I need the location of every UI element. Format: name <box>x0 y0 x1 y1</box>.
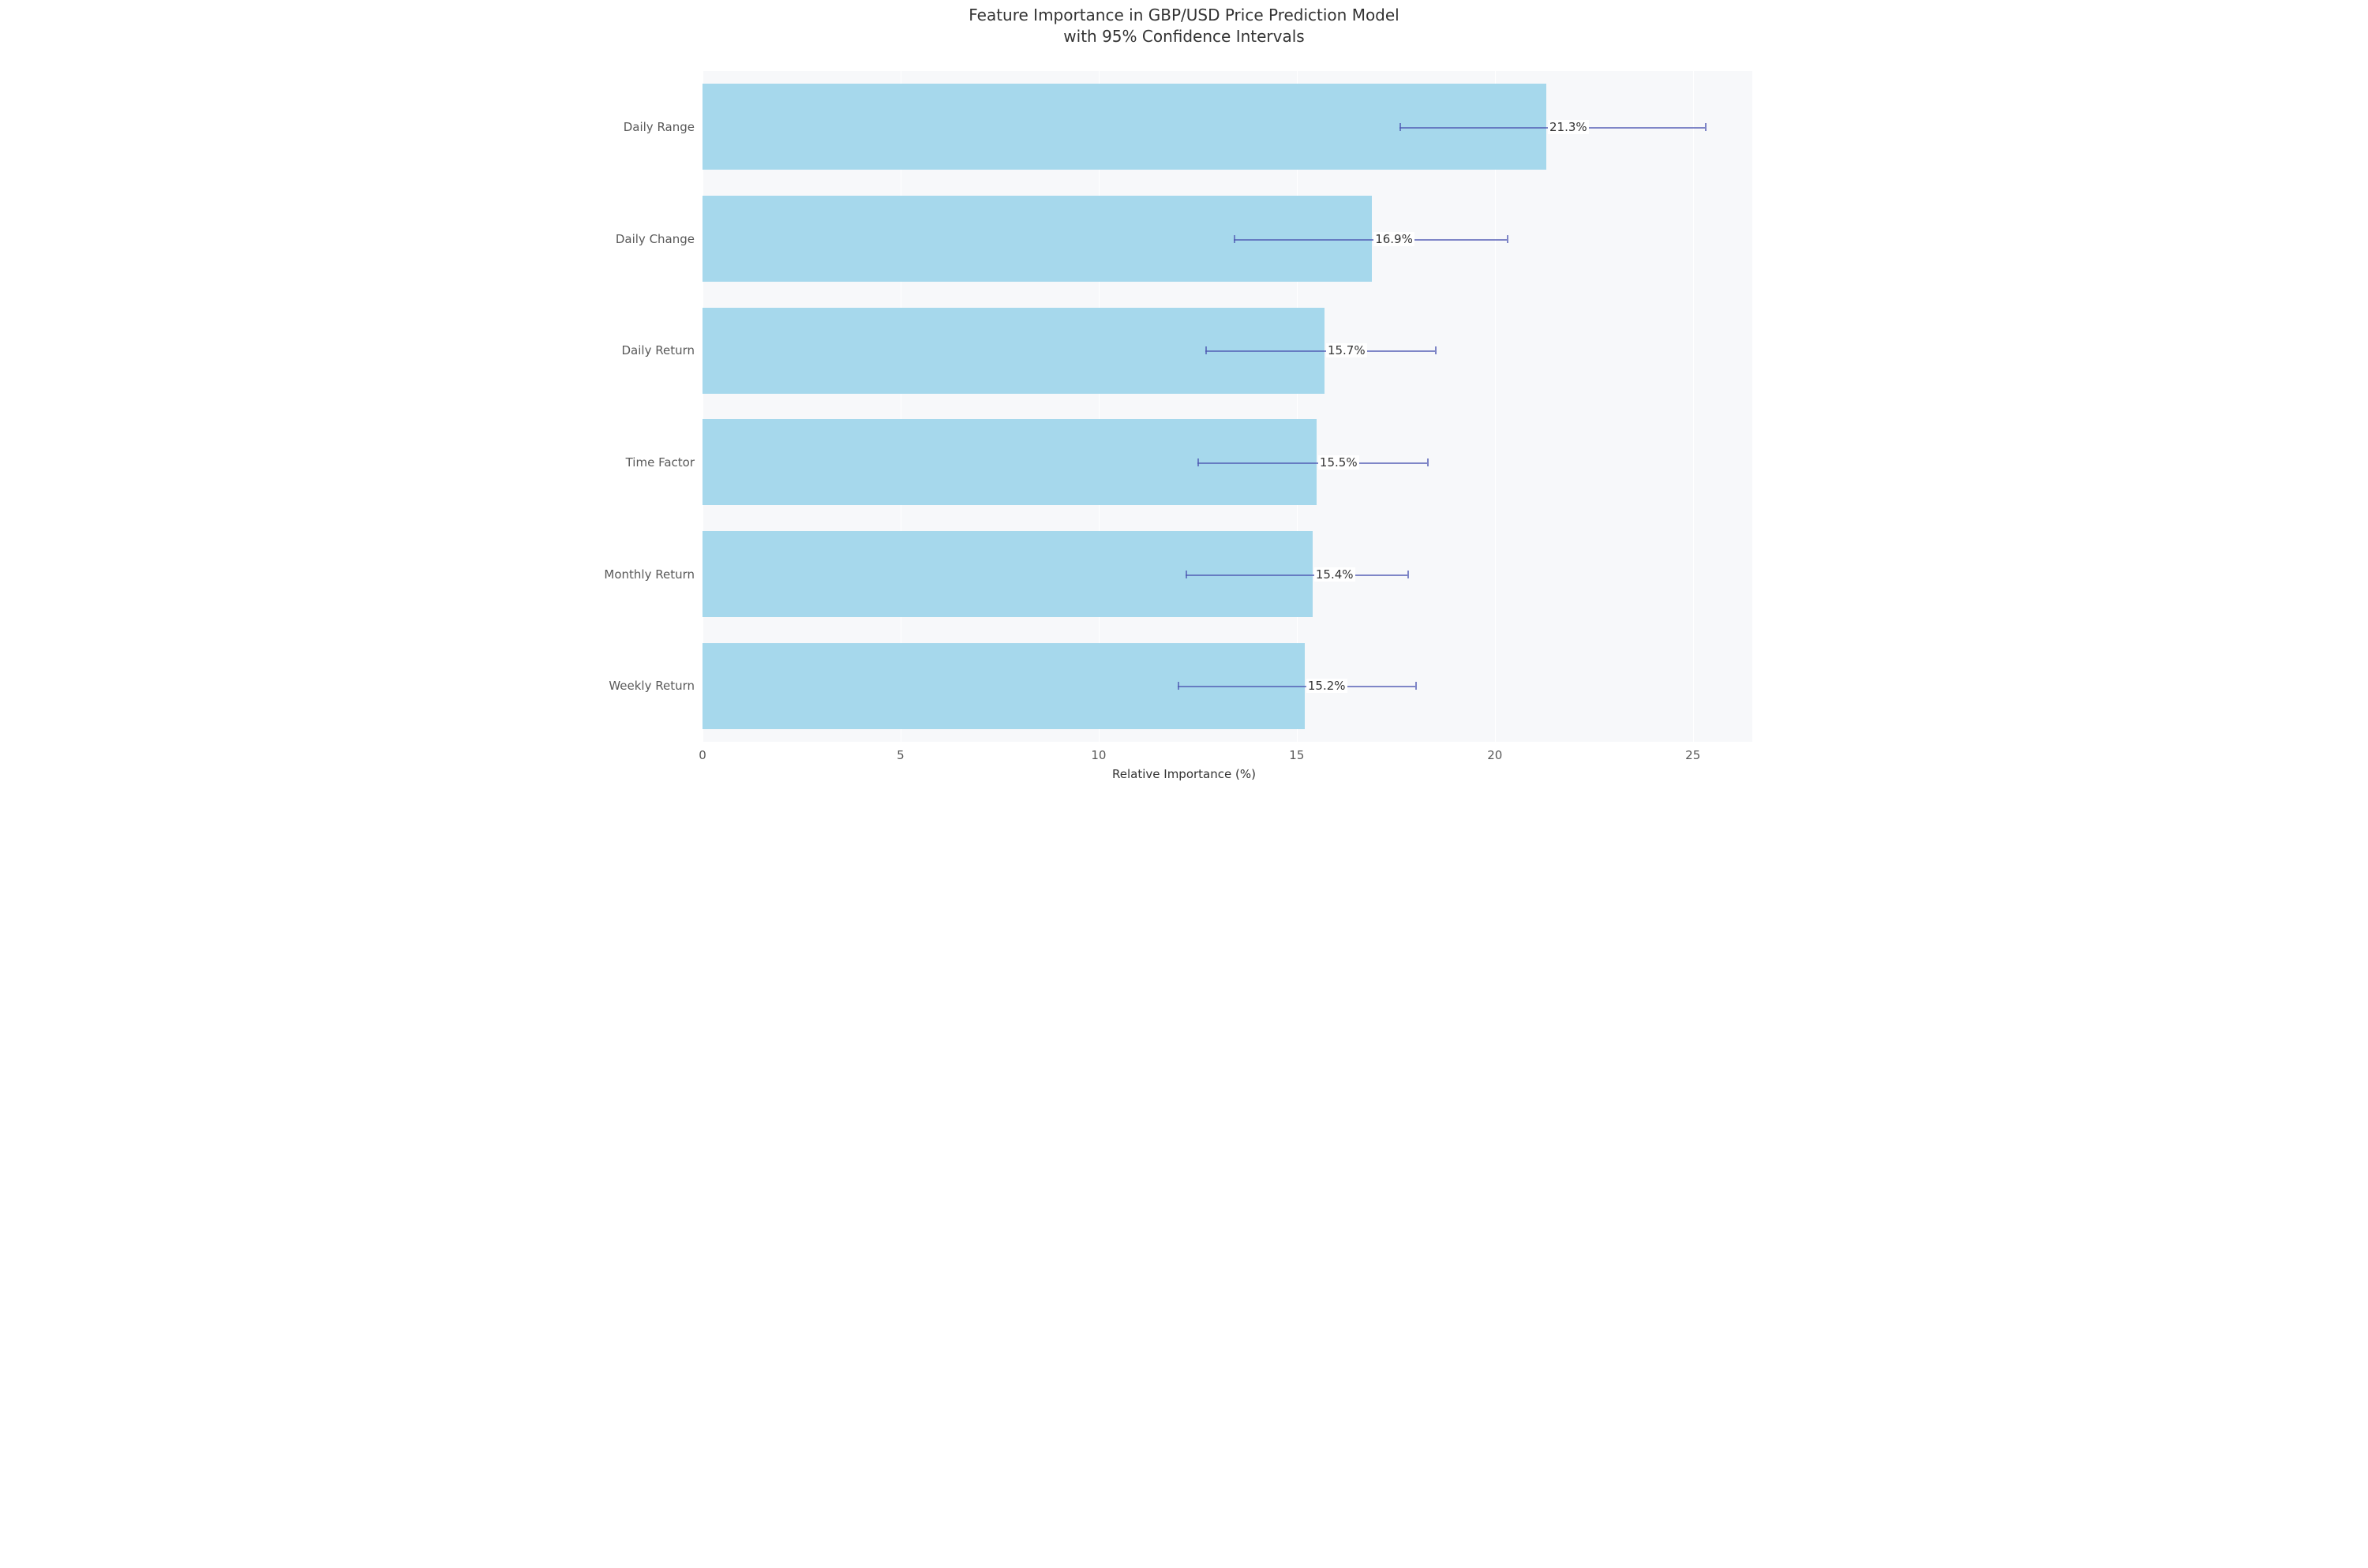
error-cap <box>1705 123 1707 131</box>
error-cap <box>1435 346 1437 354</box>
error-cap <box>1427 458 1429 466</box>
x-tick-label: 20 <box>1487 748 1502 762</box>
error-cap <box>1507 235 1508 243</box>
chart-title-line2: with 95% Confidence Intervals <box>1063 27 1304 46</box>
bar-value-label: 16.9% <box>1373 232 1414 246</box>
error-bar <box>1178 686 1415 687</box>
error-cap <box>1415 682 1417 690</box>
error-cap <box>1197 458 1199 466</box>
y-tick-label: Daily Return <box>592 343 695 357</box>
error-cap <box>1234 235 1235 243</box>
error-bar <box>1186 574 1407 576</box>
y-tick-label: Daily Change <box>592 232 695 246</box>
x-gridline <box>1693 71 1694 742</box>
bar-value-label: 15.4% <box>1314 567 1355 582</box>
error-cap <box>1399 123 1401 131</box>
bar-value-label: 15.7% <box>1326 343 1367 357</box>
bar-value-label: 15.2% <box>1306 679 1347 693</box>
x-axis-label: Relative Importance (%) <box>592 767 1776 781</box>
error-cap <box>1205 346 1207 354</box>
plot-area: 21.3% 16.9% 15.7% 15.5% 15.4% 15.2% <box>703 71 1752 742</box>
error-cap <box>1407 571 1409 578</box>
error-bar <box>1205 350 1435 352</box>
x-gridline <box>1297 71 1298 742</box>
y-tick-label: Time Factor <box>592 455 695 470</box>
error-cap <box>1178 682 1179 690</box>
x-tick-label: 0 <box>699 748 706 762</box>
error-cap <box>1186 571 1187 578</box>
x-tick-label: 5 <box>897 748 905 762</box>
chart-title-line1: Feature Importance in GBP/USD Price Pred… <box>969 6 1399 24</box>
bar-value-label: 15.5% <box>1318 455 1359 470</box>
x-gridline <box>1495 71 1496 742</box>
bar-value-label: 21.3% <box>1548 120 1589 134</box>
x-tick-label: 10 <box>1091 748 1106 762</box>
error-bar <box>1197 462 1427 464</box>
chart-title: Feature Importance in GBP/USD Price Pred… <box>592 5 1776 47</box>
y-tick-label: Weekly Return <box>592 679 695 693</box>
figure: Feature Importance in GBP/USD Price Pred… <box>592 0 1776 784</box>
y-tick-label: Monthly Return <box>592 567 695 582</box>
x-tick-label: 15 <box>1289 748 1304 762</box>
x-gridline <box>1099 71 1100 742</box>
x-tick-label: 25 <box>1685 748 1700 762</box>
y-tick-label: Daily Range <box>592 120 695 134</box>
error-bar <box>1234 239 1507 241</box>
